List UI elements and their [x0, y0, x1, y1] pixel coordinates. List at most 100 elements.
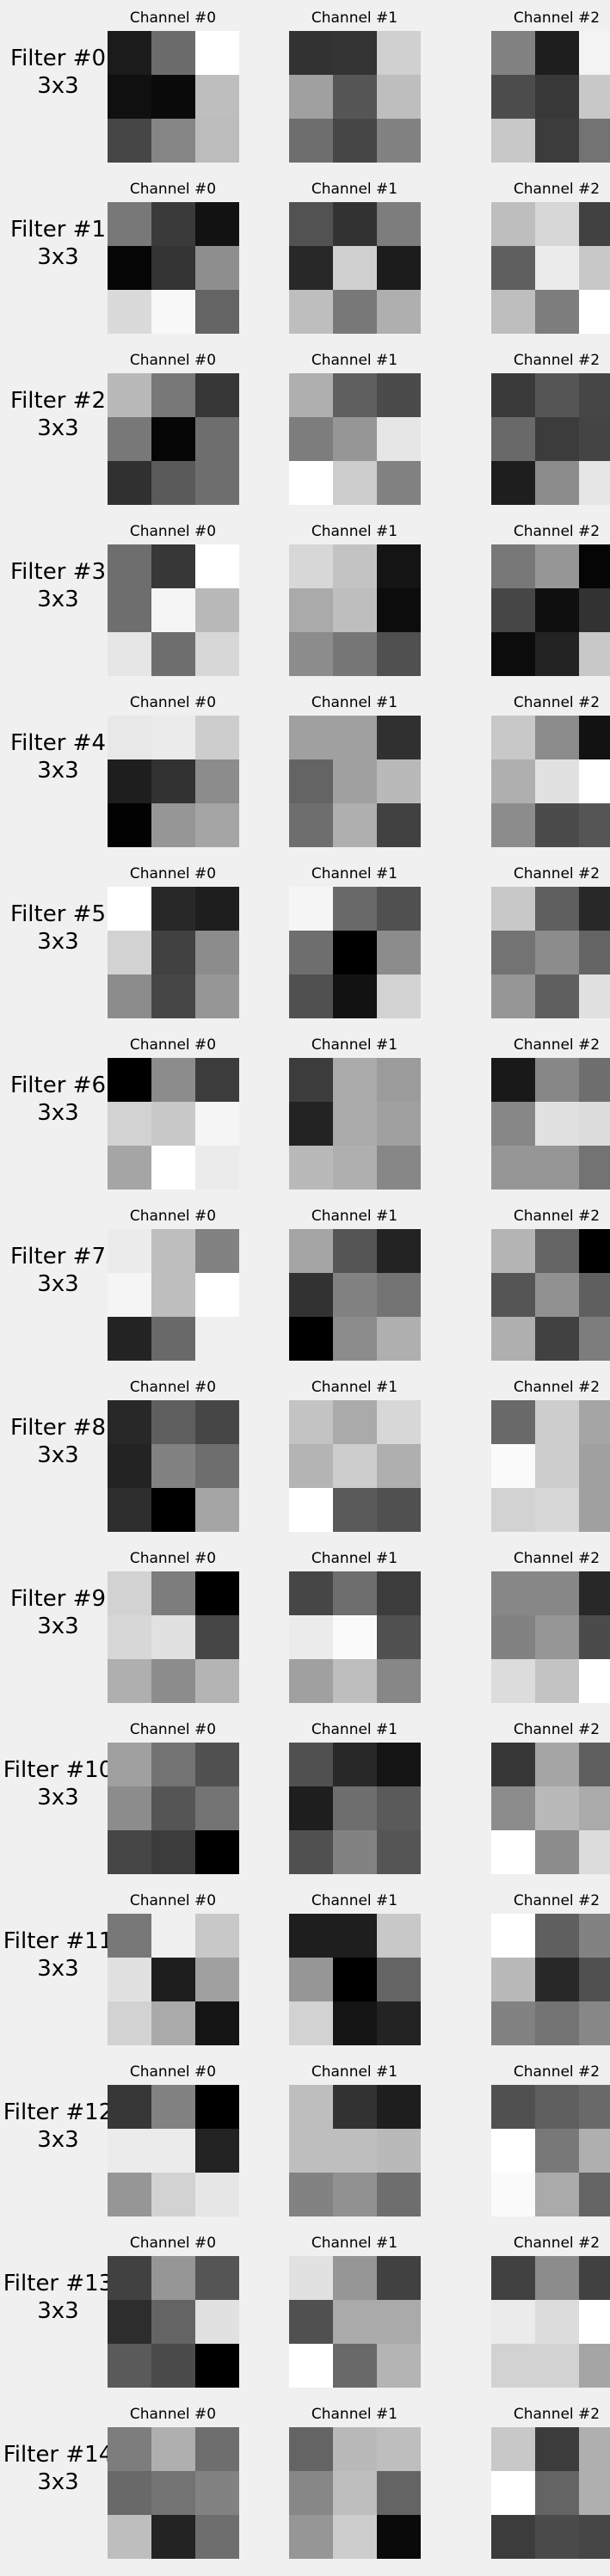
- kernel-cell: [491, 544, 535, 588]
- kernel-cell: [333, 75, 377, 119]
- kernel-cell: [491, 1615, 535, 1659]
- kernel-cell: [579, 2300, 610, 2344]
- kernel-cell: [491, 588, 535, 632]
- kernel-cell: [289, 2300, 333, 2344]
- channel-title: Channel #1: [311, 523, 398, 540]
- kernel-cell: [151, 1488, 195, 1532]
- kernel-cell: [195, 1571, 239, 1615]
- kernel-cell: [108, 2344, 151, 2388]
- kernel-cell: [333, 716, 377, 759]
- kernel-heatmap: [108, 202, 239, 334]
- filter-row: Filter #2 3x3 Channel #0 Channel #1 Channel …: [0, 351, 610, 522]
- kernel-cell: [333, 2515, 377, 2559]
- kernel-cell: [108, 1958, 151, 2001]
- kernel-cell: [491, 1058, 535, 1102]
- kernel-cell: [579, 119, 610, 163]
- kernel-cell: [195, 544, 239, 588]
- kernel-cell: [108, 716, 151, 759]
- kernel-cell: [579, 2515, 610, 2559]
- kernel-cell: [108, 1914, 151, 1958]
- kernel-cell: [333, 2471, 377, 2515]
- kernel-cell: [108, 1571, 151, 1615]
- channel-title: Channel #0: [129, 181, 217, 198]
- filter-size: 3x3: [37, 1956, 79, 1982]
- kernel-cell: [491, 290, 535, 334]
- kernel-cell: [289, 1146, 333, 1190]
- kernel-cell: [108, 2256, 151, 2300]
- kernel-cell: [333, 1914, 377, 1958]
- kernel-cell: [491, 1958, 535, 2001]
- kernel-cell: [151, 119, 195, 163]
- kernel-heatmap: [108, 2256, 239, 2388]
- kernel-cell: [535, 2129, 579, 2173]
- kernel-cell: [108, 1317, 151, 1361]
- kernel-heatmap: [108, 716, 239, 847]
- kernel-cell: [579, 1830, 610, 1874]
- filter-row: Filter #9 3x3 Channel #0 Channel #1 Channel …: [0, 1549, 610, 1720]
- channel-title: Channel #0: [129, 694, 217, 711]
- kernel-cell: [195, 1102, 239, 1146]
- kernel-cell: [151, 759, 195, 803]
- filter-name: Filter #5: [10, 901, 106, 927]
- filter-name: Filter #1: [10, 217, 106, 243]
- channel-title: Channel #1: [311, 2063, 398, 2081]
- kernel-cell: [491, 1400, 535, 1444]
- filter-row: Filter #6 3x3 Channel #0 Channel #1 Channel …: [0, 1036, 610, 1207]
- kernel-cell: [579, 931, 610, 974]
- kernel-cell: [377, 588, 421, 632]
- filter-size: 3x3: [37, 1271, 79, 1297]
- kernel-cell: [377, 2515, 421, 2559]
- kernel-cell: [535, 931, 579, 974]
- kernel-cell: [195, 1229, 239, 1273]
- kernel-cell: [289, 887, 333, 931]
- kernel-cell: [333, 2300, 377, 2344]
- kernel-cell: [377, 2427, 421, 2471]
- kernel-cell: [579, 2344, 610, 2388]
- kernel-cell: [377, 75, 421, 119]
- kernel-cell: [195, 803, 239, 847]
- kernel-cell: [377, 931, 421, 974]
- kernel-cell: [491, 202, 535, 246]
- kernel-cell: [377, 1400, 421, 1444]
- kernel-cell: [377, 759, 421, 803]
- kernel-cell: [108, 2471, 151, 2515]
- kernel-cell: [151, 1571, 195, 1615]
- channel-title: Channel #1: [311, 1721, 398, 1738]
- channel-title: Channel #0: [129, 1379, 217, 1396]
- filter-name: Filter #2: [10, 388, 106, 414]
- kernel-cell: [195, 31, 239, 75]
- filter-label: Filter #11 3x3: [0, 1927, 116, 1983]
- kernel-cell: [579, 1058, 610, 1102]
- channel-title: Channel #1: [311, 352, 398, 369]
- kernel-cell: [333, 1830, 377, 1874]
- kernel-cell: [377, 1571, 421, 1615]
- kernel-cell: [377, 1659, 421, 1703]
- kernel-cell: [535, 1786, 579, 1830]
- kernel-cell: [108, 1102, 151, 1146]
- kernel-cell: [535, 202, 579, 246]
- kernel-cell: [491, 75, 535, 119]
- channel-title: Channel #2: [513, 694, 601, 711]
- kernel-cell: [195, 1786, 239, 1830]
- kernel-cell: [108, 2515, 151, 2559]
- channel-title: Channel #2: [513, 523, 601, 540]
- kernel-cell: [579, 632, 610, 676]
- filter-size: 3x3: [37, 758, 79, 784]
- kernel-cell: [195, 759, 239, 803]
- kernel-cell: [535, 2085, 579, 2129]
- kernel-heatmap: [108, 2085, 239, 2216]
- kernel-cell: [535, 974, 579, 1018]
- kernel-cell: [108, 75, 151, 119]
- kernel-cell: [195, 2129, 239, 2173]
- kernel-cell: [151, 803, 195, 847]
- kernel-cell: [108, 373, 151, 417]
- kernel-cell: [377, 887, 421, 931]
- kernel-heatmap: [289, 31, 421, 163]
- kernel-cell: [151, 246, 195, 290]
- kernel-cell: [535, 1571, 579, 1615]
- kernel-cell: [491, 2300, 535, 2344]
- kernel-cell: [491, 1273, 535, 1317]
- kernel-cell: [535, 2427, 579, 2471]
- kernel-cell: [333, 1615, 377, 1659]
- kernel-cell: [151, 2300, 195, 2344]
